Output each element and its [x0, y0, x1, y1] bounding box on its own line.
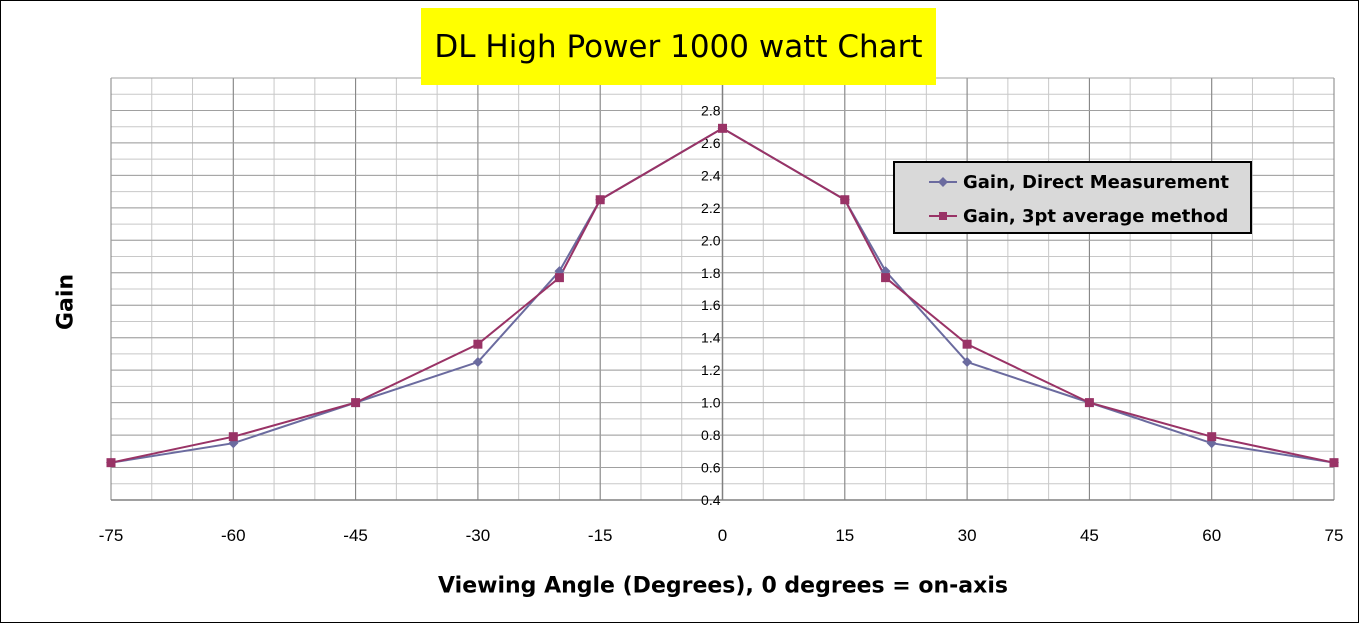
data-point-average: [718, 123, 727, 133]
data-point-average: [473, 339, 483, 349]
data-point-average: [595, 195, 605, 205]
data-point-average: [554, 273, 564, 283]
x-tick-label: -60: [221, 526, 246, 545]
y-tick-label: 2.0: [701, 232, 721, 248]
x-tick-label: 15: [835, 526, 854, 545]
y-axis-label: Gain: [53, 273, 79, 331]
x-tick-label: 30: [958, 526, 977, 545]
data-point-average: [840, 195, 850, 205]
legend-entry-average: Gain, 3pt average method: [895, 204, 1228, 228]
legend-label-direct: Gain, Direct Measurement: [963, 171, 1230, 193]
chart-legend: Gain, Direct Measurement Gain, 3pt avera…: [893, 161, 1252, 234]
legend-entry-direct: Gain, Direct Measurement: [895, 170, 1229, 194]
x-tick-label: 75: [1325, 526, 1344, 545]
data-point-average: [962, 339, 972, 349]
x-tick-label: -15: [588, 526, 613, 545]
y-tick-label: 0.4: [701, 492, 721, 508]
y-tick-label: 2.4: [701, 167, 721, 183]
legend-swatch-square: [929, 212, 957, 220]
x-tick-label: -75: [99, 526, 124, 545]
x-tick-label: -45: [343, 526, 368, 545]
data-point-direct: [472, 357, 483, 368]
x-tick-label: 45: [1080, 526, 1099, 545]
y-tick-label: 1.2: [701, 362, 721, 378]
chart-title: DL High Power 1000 watt Chart: [421, 8, 936, 85]
data-point-average: [228, 432, 238, 442]
y-tick-label: 2.8: [701, 102, 721, 118]
data-point-average: [1084, 398, 1094, 408]
y-tick-label: 1.4: [701, 330, 721, 346]
x-tick-label: 60: [1202, 526, 1221, 545]
data-point-average: [106, 458, 116, 468]
data-point-direct: [962, 357, 973, 368]
data-point-average: [1329, 458, 1339, 468]
y-tick-label: 1.8: [701, 265, 721, 281]
y-tick-label: 0.6: [701, 460, 721, 476]
x-tick-label: 0: [718, 526, 727, 545]
y-tick-label: 1.6: [701, 297, 721, 313]
y-tick-label: 2.2: [701, 200, 721, 216]
x-axis-label: Viewing Angle (Degrees), 0 degrees = on-…: [438, 573, 1008, 599]
data-point-average: [351, 398, 361, 408]
y-tick-label: 0.8: [701, 427, 721, 443]
y-tick-label: 2.6: [701, 135, 721, 151]
data-point-average: [881, 273, 891, 283]
data-point-average: [1207, 432, 1217, 442]
x-tick-label: -30: [466, 526, 491, 545]
legend-label-average: Gain, 3pt average method: [963, 205, 1229, 227]
y-tick-label: 1.0: [701, 395, 721, 411]
legend-swatch-diamond: [929, 177, 957, 187]
